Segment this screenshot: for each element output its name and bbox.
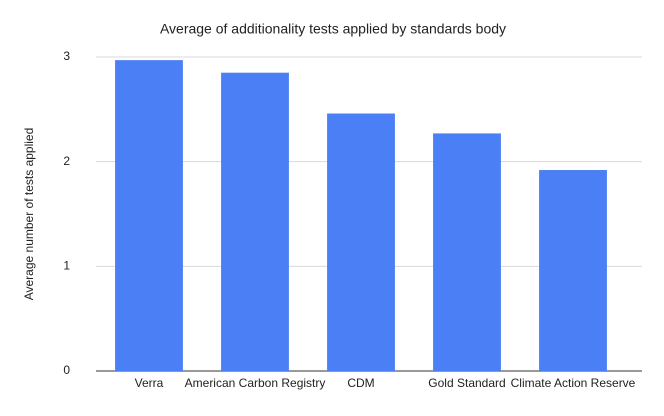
y-axis-label: Average number of tests applied: [22, 128, 36, 301]
bar: [433, 133, 501, 371]
y-tick-label: 3: [63, 49, 70, 63]
y-tick-label: 2: [63, 154, 70, 168]
chart-title: Average of additionality tests applied b…: [160, 21, 506, 37]
bar: [115, 60, 183, 371]
x-tick-label: American Carbon Registry: [185, 376, 326, 390]
bar: [539, 170, 607, 371]
x-tick-label: Verra: [135, 376, 164, 390]
x-tick-label: Climate Action Reserve: [511, 376, 636, 390]
x-tick-label: CDM: [347, 376, 374, 390]
bar: [327, 113, 395, 372]
y-tick-label: 1: [63, 259, 70, 273]
bar: [221, 72, 289, 371]
x-tick-label: Gold Standard: [428, 376, 505, 390]
y-tick-label: 0: [63, 363, 70, 377]
